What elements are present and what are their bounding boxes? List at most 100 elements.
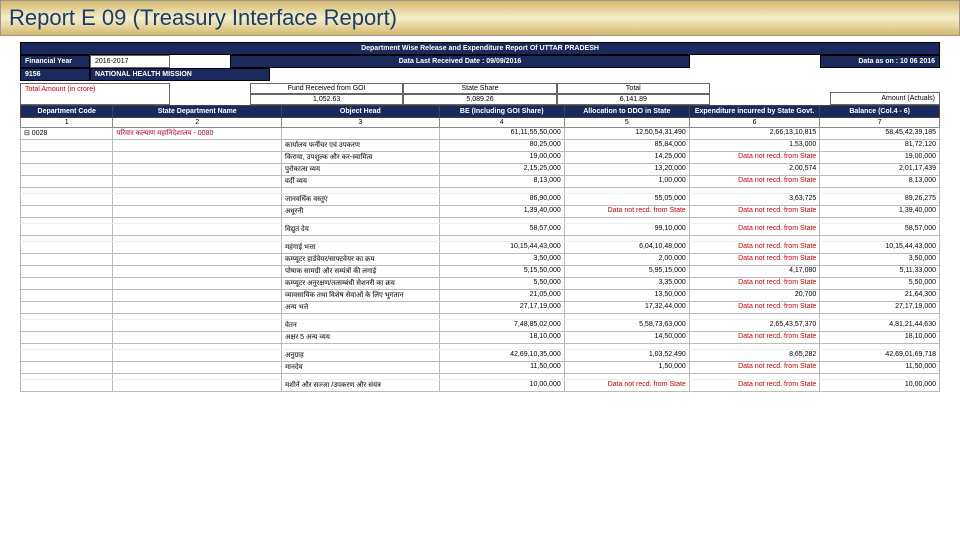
cell: 42,69,10,35,000 (439, 350, 564, 362)
sum-alloc: 12,50,54,31,490 (564, 128, 689, 140)
cell: 5,11,33,000 (820, 266, 940, 278)
total-amount-label: Total Amount (in crore) (20, 83, 170, 105)
colnum: 2 (113, 118, 282, 128)
cell: 18,10,000 (820, 332, 940, 344)
cell: 4,17,080 (689, 266, 820, 278)
cell: 1,03,52,490 (564, 350, 689, 362)
cell-not-recd: Data not recd. from State (689, 380, 820, 392)
cell-not-recd: Data not recd. from State (689, 176, 820, 188)
cell: 1,53,000 (689, 140, 820, 152)
obj-head: व्यावसायिक तथा विशेष सेवाओं के लिए भुगता… (282, 290, 440, 302)
cell: 13,20,000 (564, 164, 689, 176)
cell: 81,72,120 (820, 140, 940, 152)
cell: 17,32,44,000 (564, 302, 689, 314)
cell: 58,57,000 (439, 224, 564, 236)
cell-not-recd: Data not recd. from State (689, 278, 820, 290)
obj-head: किराया, उपशुल्क और कर-स्वामित्व (282, 152, 440, 164)
table-row: वेतन7,48,85,02,0005,58,73,63,0002,65,43,… (21, 320, 940, 332)
cell: 2,65,43,57,370 (689, 320, 820, 332)
obj-head: मानदेय (282, 362, 440, 374)
colnum: 1 (21, 118, 113, 128)
table-row: मशीनें और सज्जा /उपकरण और संयंत्र10,00,0… (21, 380, 940, 392)
cell: 2,15,25,000 (439, 164, 564, 176)
cell: 20,700 (689, 290, 820, 302)
cell: 86,90,000 (439, 194, 564, 206)
cell: 14,25,000 (564, 152, 689, 164)
table-row: अधूरनी1,39,40,000Data not recd. from Sta… (21, 206, 940, 218)
table-row: अक्षर 5 अन्य व्यय18,10,00014,50,000Data … (21, 332, 940, 344)
fund-total-val: 6,141.89 (557, 94, 710, 105)
table-row: किराया, उपशुल्क और कर-स्वामित्व 19,00,000… (21, 152, 940, 164)
col-obj-head: Object Head (282, 106, 440, 118)
cell: 55,05,000 (564, 194, 689, 206)
cell: 89,26,275 (820, 194, 940, 206)
obj-head: कम्प्यूटर अनुरक्षण/तत्सम्बंधी सेशनरी का … (282, 278, 440, 290)
cell: 21,05,000 (439, 290, 564, 302)
cell: 19,00,000 (820, 152, 940, 164)
cell: 5,58,73,63,000 (564, 320, 689, 332)
table-row: अनुग्राह42,69,10,35,0001,03,52,4908,65,2… (21, 350, 940, 362)
table-row: कम्प्यूटर अनुरक्षण/तत्सम्बंधी सेशनरी का … (21, 278, 940, 290)
fund-goi-val: 1,052.63 (250, 94, 403, 105)
page-title: Report E 09 (Treasury Interface Report) (9, 5, 397, 30)
cell: 2,01,17,439 (820, 164, 940, 176)
obj-head: पोषाक सामग्री और सम्यंत्रों की लगाई (282, 266, 440, 278)
cell: 10,15,44,43,000 (820, 242, 940, 254)
table-row: अन्य भत्ते27,17,19,00017,32,44,000Data n… (21, 302, 940, 314)
cell: 21,64,300 (820, 290, 940, 302)
table-row: महंगाई भत्ता10,15,44,43,0006,04,10,48,00… (21, 242, 940, 254)
table-row: कम्प्यूटर हार्डवेयर/साफ्टवेयर का क्रय 3,5… (21, 254, 940, 266)
col-bal: Balance (Col.4 - 6) (820, 106, 940, 118)
report-frame: Department Wise Release and Expenditure … (20, 42, 940, 392)
cell: 11,50,000 (439, 362, 564, 374)
cell: 7,48,85,02,000 (439, 320, 564, 332)
obj-head: अधूरनी (282, 206, 440, 218)
cell: 1,39,40,000 (439, 206, 564, 218)
cell: 58,57,000 (820, 224, 940, 236)
cell-not-recd: Data not recd. from State (689, 302, 820, 314)
cell: 2,00,000 (564, 254, 689, 266)
cell-not-recd: Data not recd. from State (689, 332, 820, 344)
col-be: BE (Including GOI Share) (439, 106, 564, 118)
obj-head: अनुग्राह (282, 350, 440, 362)
cell: 3,50,000 (820, 254, 940, 266)
cell: 18,10,000 (439, 332, 564, 344)
colnum: 5 (564, 118, 689, 128)
sum-dept: परिवार कल्याण महानिदेशालय - 0080 (113, 128, 282, 140)
data-as-on: Data as on : 10 06 2016 (820, 55, 940, 68)
cell: 1,39,40,000 (820, 206, 940, 218)
cell: 27,17,19,000 (820, 302, 940, 314)
obj-head: कार्यालय फर्नीचर एवं उपकरण (282, 140, 440, 152)
obj-head: विद्युत देय (282, 224, 440, 236)
cell: 42,69,01,69,718 (820, 350, 940, 362)
fund-state-val: 5,089.26 (403, 94, 556, 105)
obj-head: अक्षर 5 अन्य व्यय (282, 332, 440, 344)
col-dept-code: Department Code (21, 106, 113, 118)
obj-head: वेतन (282, 320, 440, 332)
cell: 1,00,000 (564, 176, 689, 188)
cell: 99,10,000 (564, 224, 689, 236)
colnum: 7 (820, 118, 940, 128)
sum-code[interactable]: ⊟ 0028 (21, 128, 113, 140)
table-row: कार्यालय फर्नीचर एवं उपकरण80,25,00085,84… (21, 140, 940, 152)
summary-row: ⊟ 0028परिवार कल्याण महानिदेशालय - 008061… (21, 128, 940, 140)
obj-head: वर्दी व्यय (282, 176, 440, 188)
scheme-code: 9156 (20, 68, 90, 81)
cell: 11,50,000 (820, 362, 940, 374)
table-row: जानवर्धिक वस्तुएं86,90,00055,05,0003,63,… (21, 194, 940, 206)
fund-state-label: State Share (403, 83, 556, 94)
obj-head: कम्प्यूटर हार्डवेयर/साफ्टवेयर का क्रय (282, 254, 440, 266)
cell-not-recd: Data not recd. from State (564, 380, 689, 392)
cell: 8,13,000 (439, 176, 564, 188)
sum-bal: 58,45,42,39,185 (820, 128, 940, 140)
cell: 1,50,000 (564, 362, 689, 374)
cell: 5,50,000 (820, 278, 940, 290)
table-row: पुरोकात्स व्यय2,15,25,00013,20,0002,00,5… (21, 164, 940, 176)
colnum: 4 (439, 118, 564, 128)
cell: 80,25,000 (439, 140, 564, 152)
title-bar: Report E 09 (Treasury Interface Report) (0, 0, 960, 36)
cell: 3,35,000 (564, 278, 689, 290)
obj-head: महंगाई भत्ता (282, 242, 440, 254)
cell: 14,50,000 (564, 332, 689, 344)
obj-head: मशीनें और सज्जा /उपकरण और संयंत्र (282, 380, 440, 392)
